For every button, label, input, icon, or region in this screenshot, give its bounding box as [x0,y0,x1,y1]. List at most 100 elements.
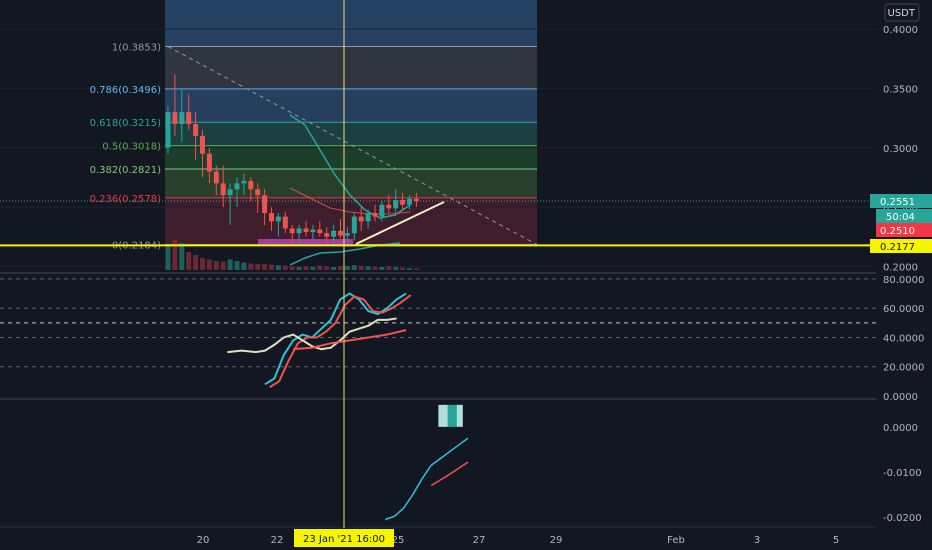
price-tick-label: 0.3500 [883,84,918,95]
time-tick-label: 27 [473,535,486,546]
fib-zone-top [165,0,537,47]
price-axis[interactable]: 0.4000 0.3500 0.3000 0.2500 0.2000 80.0000 60.… [870,0,932,528]
volume-bar [331,267,337,270]
candle-body [165,112,171,148]
volume-bar [200,258,205,270]
fib-label: 0.382(0.2821) [90,165,162,176]
volume-bar [275,265,281,270]
fib-zone [165,122,537,146]
candle-body [358,216,364,222]
price-badge [876,223,932,237]
candle-body [400,199,406,205]
candle-body [227,189,233,196]
volume-bar [358,265,364,270]
crosshair-time-badge [294,529,394,547]
price-tick-label: 0.2500 [883,203,918,214]
candle-body [220,183,226,196]
fib-label: 0.236(0.2578) [90,194,162,205]
time-tick-label: 29 [550,535,563,546]
volume-bar [227,259,233,270]
candle-body [331,230,337,237]
volume-bar [324,266,330,270]
price-badge-label: 0.2551 [880,197,915,208]
candle-body [407,198,412,205]
volume-bar [206,259,212,270]
volume-bar [289,266,295,270]
candle-body [365,213,371,222]
price-tick-label: 0.4000 [883,25,918,36]
macd-tick-label: -0.0100 [883,468,922,479]
candle-body [386,204,392,209]
volume-bar [193,255,199,270]
candle-body [351,216,357,234]
price-tick-label: 0.3000 [883,144,918,155]
oscillator-tick-label: 80.0000 [883,275,924,286]
currency-box [884,3,920,22]
fib-zone [165,88,537,123]
volume-bar [400,267,406,270]
volume-bar [296,267,302,270]
candle-body [282,216,288,229]
price-badge [876,209,932,223]
candle-body [413,198,419,202]
oscillator-line [293,329,407,351]
price-badge-marker [870,194,876,208]
volume-bar [386,266,392,270]
candle-body [338,230,343,236]
candlesticks[interactable] [165,74,419,243]
price-overlays [0,46,876,266]
volume-bar [179,243,185,270]
rising-trendline [355,201,445,245]
candle-body [275,216,281,222]
highlight-box [258,239,353,245]
candle-body [186,112,192,125]
macd-line [384,437,469,521]
candle-body [248,180,254,190]
crosshair-time-label: 23 Jan '21 16:00 [303,534,385,545]
oscillator-tick-label: 60.0000 [883,304,924,315]
candle-body [379,204,385,217]
candle-body [296,228,302,234]
candle-body [179,112,185,125]
fib-zone [165,197,537,245]
oscillator-line [227,317,397,354]
oscillator-line [264,292,407,386]
volume-bar [172,240,178,270]
price-badge-label: 0.2177 [880,242,915,253]
volume-bar [310,267,316,270]
macd-histogram-bar [456,404,463,427]
fib-zone [165,169,537,198]
macd-histogram-bar [447,404,454,427]
macd-histogram-bar [443,404,449,427]
fib-label: 0.786(0.3496) [90,85,162,96]
volume-bar [393,267,399,270]
candle-body [393,199,399,209]
macd-tick-label: -0.0200 [883,513,922,524]
candle-body [262,195,268,214]
macd-line [430,461,469,487]
candle-body [206,153,212,172]
price-badge [876,194,932,208]
price-badge-marker [870,239,876,253]
time-tick-label: 5 [833,535,839,546]
fib-label: 1(0.3853) [112,43,161,54]
time-tick-label: 22 [271,535,284,546]
volume-bar [186,252,192,270]
candle-body [310,229,316,233]
oscillator-line [269,294,412,389]
pane-separators[interactable] [0,272,932,528]
volume-bar [379,267,385,270]
price-tick-label: 0.2000 [883,262,918,273]
candle-body [255,189,261,196]
fib-zone [165,145,537,170]
time-tick-label: 20 [197,535,210,546]
time-axis[interactable]: 20 22 25 27 29 Feb 3 5 23 Jan '21 16:00 [197,529,840,547]
candle-body [193,124,199,136]
volume-bar [255,264,261,270]
fib-label: 0.618(0.3215) [90,118,162,129]
volume-bar [338,266,343,270]
candle-body [241,180,247,184]
candle-body [317,229,323,234]
price-badge-label: 50:04 [886,212,915,223]
